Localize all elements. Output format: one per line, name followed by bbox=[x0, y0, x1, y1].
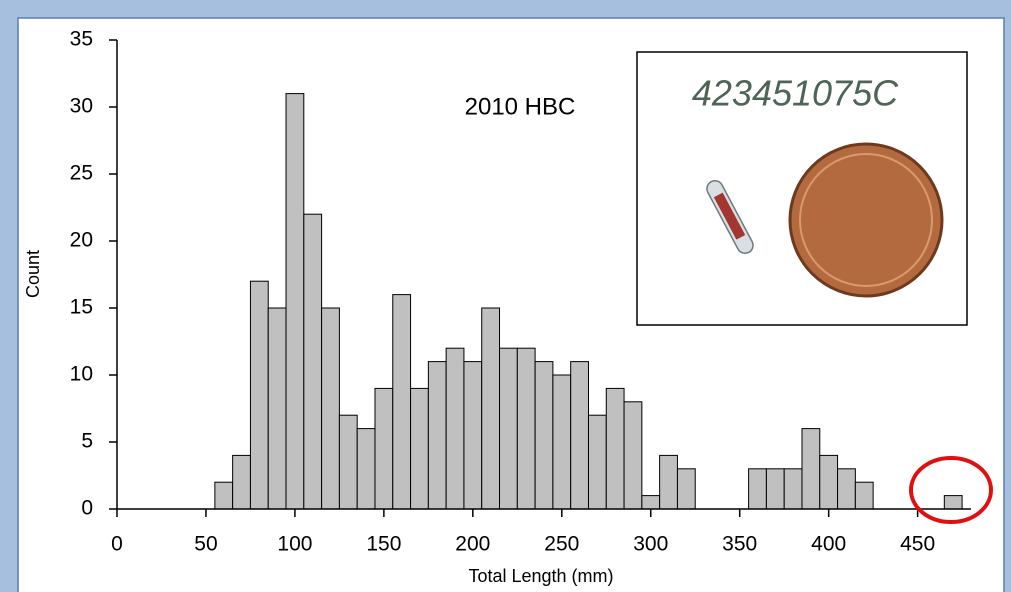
y-tick-label: 25 bbox=[70, 162, 93, 185]
bar bbox=[553, 375, 571, 509]
bar bbox=[838, 469, 856, 509]
bar bbox=[624, 402, 642, 509]
bar bbox=[500, 348, 518, 509]
bar bbox=[606, 388, 624, 509]
bar bbox=[749, 469, 767, 509]
y-tick-label: 5 bbox=[81, 430, 93, 453]
penny bbox=[790, 144, 942, 296]
bar bbox=[464, 362, 482, 509]
bar bbox=[571, 362, 589, 509]
bar bbox=[393, 295, 411, 509]
bar bbox=[233, 455, 251, 509]
y-tick-label: 0 bbox=[81, 497, 93, 520]
bar bbox=[855, 482, 873, 509]
bar bbox=[588, 415, 606, 509]
x-tick-label: 0 bbox=[111, 533, 123, 556]
y-tick-label: 30 bbox=[70, 95, 93, 118]
x-tick-label: 350 bbox=[722, 533, 757, 556]
x-tick-label: 250 bbox=[544, 533, 579, 556]
y-tick-label: 15 bbox=[70, 296, 93, 319]
bar bbox=[517, 348, 535, 509]
bar bbox=[944, 496, 962, 509]
bar bbox=[677, 469, 695, 509]
x-tick-label: 50 bbox=[194, 533, 217, 556]
page: {"chart_data": {"type": "histogram", "an… bbox=[0, 0, 1011, 592]
bar bbox=[215, 482, 233, 509]
y-tick-label: 35 bbox=[70, 28, 93, 51]
y-axis-title: Count bbox=[23, 250, 43, 298]
bar bbox=[802, 429, 820, 509]
bar bbox=[322, 308, 340, 509]
inset-photo: 423451075C bbox=[637, 52, 967, 325]
x-tick-label: 150 bbox=[366, 533, 401, 556]
inset-text: 423451075C bbox=[692, 73, 899, 114]
bar bbox=[642, 496, 660, 509]
bar bbox=[784, 469, 802, 509]
bar bbox=[482, 308, 500, 509]
x-tick-label: 100 bbox=[277, 533, 312, 556]
bar bbox=[375, 388, 393, 509]
bar bbox=[820, 455, 838, 509]
bar bbox=[766, 469, 784, 509]
bar bbox=[304, 214, 322, 509]
x-tick-label: 400 bbox=[811, 533, 846, 556]
bar bbox=[660, 455, 678, 509]
annotation: 2010 HBC bbox=[465, 93, 576, 120]
chart: 423451075C 2010 HBC Total Length (mm) Co… bbox=[0, 0, 1011, 592]
x-tick-label: 300 bbox=[633, 533, 668, 556]
x-tick-label: 450 bbox=[900, 533, 935, 556]
bar bbox=[250, 281, 268, 509]
bar bbox=[339, 415, 357, 509]
x-tick-label: 200 bbox=[455, 533, 490, 556]
y-tick-label: 10 bbox=[70, 363, 93, 386]
bar bbox=[411, 388, 429, 509]
x-axis-title: Total Length (mm) bbox=[468, 566, 613, 586]
bar bbox=[446, 348, 464, 509]
y-tick-label: 20 bbox=[70, 229, 93, 252]
bar bbox=[428, 362, 446, 509]
bar bbox=[535, 362, 553, 509]
bar bbox=[286, 94, 304, 509]
bar bbox=[268, 308, 286, 509]
bar bbox=[357, 429, 375, 509]
